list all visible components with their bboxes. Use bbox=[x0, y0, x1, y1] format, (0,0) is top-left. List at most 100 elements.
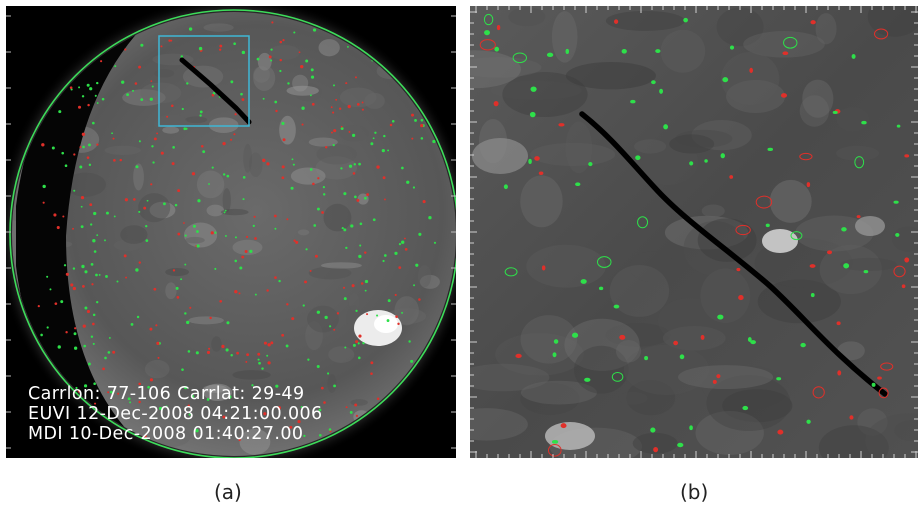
contour-dot bbox=[277, 406, 281, 410]
contour-dot bbox=[328, 428, 332, 431]
contour-blob bbox=[806, 182, 811, 188]
contour-blob bbox=[863, 270, 869, 274]
contour-blob bbox=[580, 279, 587, 284]
contour-dot bbox=[312, 28, 317, 32]
contour-dot bbox=[129, 401, 132, 404]
carrington-line: Carrlon: 77-106 Carrlat: 29-49 bbox=[28, 384, 305, 404]
texture-blob bbox=[307, 305, 339, 333]
contour-blob bbox=[637, 216, 649, 229]
contour-dot bbox=[411, 113, 415, 117]
solar-disk-graphic bbox=[6, 6, 456, 458]
contour-dot bbox=[166, 115, 169, 118]
contour-dot bbox=[146, 199, 149, 202]
contour-dot bbox=[185, 127, 188, 130]
contour-dot bbox=[268, 55, 272, 59]
euvi-line: EUVI 12-Dec-2008 04:21:00.006 bbox=[28, 404, 323, 424]
contour-dot bbox=[152, 161, 155, 164]
contour-dot bbox=[279, 58, 282, 62]
contour-dot bbox=[224, 234, 227, 237]
texture-blob bbox=[660, 29, 706, 73]
contour-dot bbox=[338, 107, 342, 110]
contour-blob bbox=[596, 256, 612, 268]
texture-blob bbox=[657, 298, 720, 343]
contour-blob bbox=[874, 28, 889, 40]
texture-blob bbox=[122, 89, 166, 106]
contour-dot bbox=[210, 231, 214, 235]
contour-dot bbox=[86, 156, 90, 159]
contour-dot bbox=[73, 346, 78, 350]
contour-dot bbox=[333, 384, 337, 388]
contour-blob bbox=[767, 147, 774, 152]
contour-dot bbox=[74, 327, 77, 330]
texture-blob bbox=[716, 7, 764, 47]
contour-dot bbox=[40, 333, 43, 337]
zoom-axis-ticks bbox=[470, 6, 918, 458]
texture-blob bbox=[203, 384, 227, 393]
contour-dot bbox=[92, 322, 95, 326]
texture-blob bbox=[222, 188, 231, 213]
contour-dot bbox=[320, 386, 324, 390]
texture-blob bbox=[292, 74, 309, 92]
texture-blob bbox=[565, 62, 656, 90]
contour-dot bbox=[370, 372, 373, 375]
texture-blob bbox=[144, 359, 170, 379]
contour-dot bbox=[63, 264, 67, 267]
contour-dot bbox=[93, 211, 97, 216]
contour-dot bbox=[140, 43, 144, 47]
contour-dot bbox=[316, 207, 320, 211]
contour-dot bbox=[126, 93, 130, 97]
contour-dot bbox=[289, 425, 293, 429]
texture-blob bbox=[113, 239, 143, 251]
contour-dot bbox=[80, 205, 83, 208]
contour-dot bbox=[113, 159, 116, 162]
contour-dot bbox=[54, 302, 58, 305]
contour-dot bbox=[208, 183, 210, 185]
contour-dot bbox=[184, 386, 188, 390]
contour-dot bbox=[82, 284, 85, 288]
contour-dot bbox=[397, 322, 400, 326]
contour-dot bbox=[188, 27, 193, 31]
contour-dot bbox=[252, 224, 255, 228]
texture-blob bbox=[495, 333, 584, 376]
contour-dot bbox=[144, 434, 147, 438]
contour-blob bbox=[700, 334, 705, 340]
contour-dot bbox=[100, 60, 103, 63]
contour-dot bbox=[352, 343, 356, 347]
contour-dot bbox=[348, 164, 353, 168]
texture-blob bbox=[316, 144, 358, 165]
contour-blob bbox=[677, 442, 684, 448]
axis-ticks bbox=[6, 15, 456, 449]
contour-dot bbox=[399, 20, 403, 23]
contour-dot bbox=[399, 416, 402, 419]
zoomed-region-image bbox=[470, 6, 918, 458]
contour-dot bbox=[165, 405, 168, 408]
texture-blob bbox=[799, 95, 830, 127]
contour-dot bbox=[82, 145, 85, 149]
contour-dot bbox=[348, 130, 351, 133]
contour-blob bbox=[854, 156, 865, 169]
texture-blob bbox=[253, 66, 270, 83]
contour-dot bbox=[404, 247, 408, 251]
contour-dot bbox=[364, 251, 367, 254]
contour-dot bbox=[138, 261, 141, 264]
texture-blob bbox=[815, 13, 837, 45]
texture-blob bbox=[232, 370, 271, 380]
contour-dot bbox=[98, 273, 101, 276]
contour-dot bbox=[298, 51, 301, 54]
contour-blob bbox=[704, 159, 708, 163]
texture-blob bbox=[470, 408, 528, 441]
texture-blob bbox=[339, 125, 370, 142]
contour-dot bbox=[422, 57, 425, 60]
contour-dot bbox=[96, 300, 99, 304]
contour-blob bbox=[655, 49, 661, 54]
contour-dot bbox=[355, 414, 359, 417]
texture-blob bbox=[203, 383, 233, 402]
contour-dot bbox=[416, 388, 419, 392]
contour-dot bbox=[256, 57, 260, 61]
contour-blob bbox=[621, 49, 627, 54]
texture-blob bbox=[632, 432, 678, 454]
texture-blob bbox=[149, 201, 176, 219]
contour-dot bbox=[199, 110, 203, 114]
contour-dot bbox=[133, 198, 136, 201]
texture-blob bbox=[206, 204, 225, 217]
